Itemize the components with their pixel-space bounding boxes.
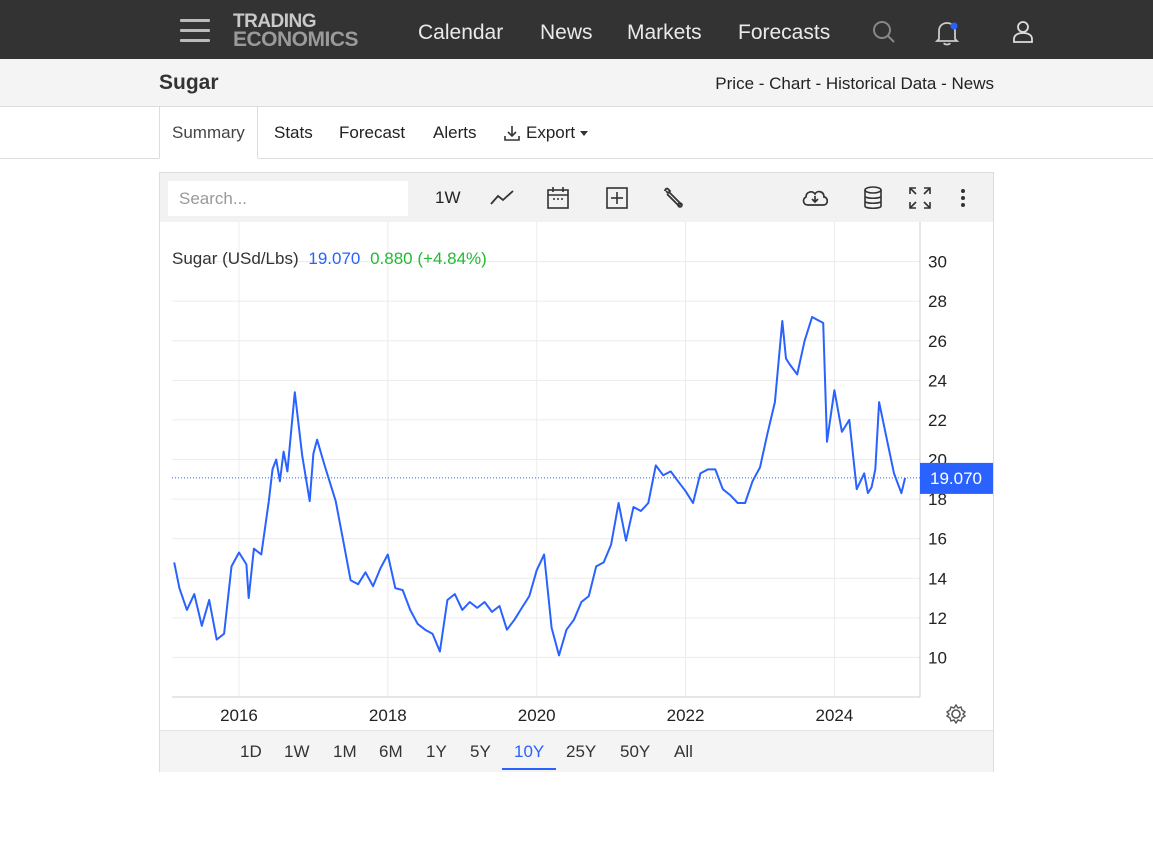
y-tick-label: 24 [928, 371, 947, 390]
x-tick-label: 2018 [369, 706, 407, 725]
legend-series-name: Sugar (USd/Lbs) [172, 249, 299, 268]
range-25y[interactable]: 25Y [566, 742, 597, 761]
last-price-label: 19.070 [930, 469, 982, 488]
more-vertical-icon[interactable] [955, 183, 971, 213]
range-5y[interactable]: 5Y [470, 742, 491, 761]
caret-down-icon [580, 131, 589, 136]
settings-gear-icon[interactable] [945, 703, 967, 725]
series-line-sugar [173, 316, 907, 657]
y-tick-label: 26 [928, 332, 947, 351]
last-price-badge: 19.070 [920, 462, 993, 494]
symbol-search-input[interactable] [168, 181, 408, 216]
logo-line2: ECONOMICS [233, 28, 359, 51]
tab-forecast[interactable]: Forecast [339, 123, 406, 142]
range-all[interactable]: All [674, 742, 693, 761]
nav-forecasts[interactable]: Forecasts [738, 21, 831, 44]
fullscreen-icon[interactable] [908, 183, 932, 213]
x-tick-label: 2020 [518, 706, 556, 725]
nav-calendar[interactable]: Calendar [418, 21, 504, 44]
x-tick-label: 2016 [220, 706, 258, 725]
y-tick-label: 14 [928, 569, 947, 588]
y-tick-label: 16 [928, 530, 947, 549]
tab-bar: Summary Stats Forecast Alerts Export [0, 107, 1153, 159]
y-tick-label: 10 [928, 648, 947, 667]
nav-markets[interactable]: Markets [627, 21, 702, 44]
download-icon [504, 126, 520, 141]
site-logo[interactable]: TRADING ECONOMICS [233, 11, 359, 51]
price-chart[interactable]: 10 12 14 16 18 20 22 24 26 28 30 2016 2018 2020 2022 20… [160, 222, 993, 730]
range-50y[interactable]: 50Y [620, 742, 651, 761]
chart-legend: Sugar (USd/Lbs) 19.070 0.880 (+4.84%) [172, 249, 487, 268]
chart-panel: 1W 10 12 14 16 18 2022 24 26 28 30 [159, 172, 994, 772]
x-tick-label: 2024 [815, 706, 853, 725]
menu-icon[interactable] [180, 19, 210, 43]
range-1w[interactable]: 1W [284, 742, 310, 761]
interval-button[interactable]: 1W [435, 188, 461, 207]
bell-icon[interactable] [934, 19, 960, 46]
y-tick-label: 18 [928, 490, 947, 509]
tab-alerts[interactable]: Alerts [433, 123, 477, 142]
crumb-sep: - [936, 74, 952, 93]
range-10y[interactable]: 10Y [502, 742, 557, 770]
crumb-news[interactable]: News [951, 74, 994, 93]
search-icon[interactable] [871, 19, 897, 45]
database-icon[interactable] [862, 183, 884, 213]
crumb-price[interactable]: Price [715, 74, 755, 93]
crumb-chart[interactable]: Chart [769, 74, 811, 93]
user-icon[interactable] [1010, 19, 1036, 45]
breadcrumb: Price - Chart - Historical Data - News [715, 74, 994, 94]
range-1d[interactable]: 1D [240, 742, 262, 761]
export-label: Export [526, 123, 576, 142]
add-compare-icon[interactable] [605, 183, 629, 213]
calendar-icon[interactable] [545, 183, 571, 213]
logo-line1: TRADING [233, 11, 317, 32]
title-bar: Sugar Price - Chart - Historical Data - … [0, 59, 1153, 107]
tab-summary[interactable]: Summary [159, 107, 258, 159]
cloud-download-icon[interactable] [800, 183, 830, 213]
legend-price: 19.070 [308, 249, 360, 268]
top-nav: TRADING ECONOMICS Calendar News Markets … [0, 0, 1153, 59]
nav-news[interactable]: News [540, 21, 593, 44]
tab-stats[interactable]: Stats [274, 123, 313, 142]
chart-toolbar: 1W [160, 173, 993, 222]
range-6m[interactable]: 6M [379, 742, 403, 761]
crumb-sep: - [754, 74, 770, 93]
x-tick-label: 2022 [667, 706, 705, 725]
range-1y[interactable]: 1Y [426, 742, 447, 761]
page-title: Sugar [159, 71, 219, 94]
y-tick-label: 12 [928, 609, 947, 628]
line-chart-icon[interactable] [488, 183, 516, 213]
range-1m[interactable]: 1M [333, 742, 357, 761]
y-tick-label: 22 [928, 411, 947, 430]
y-tick-label: 30 [928, 253, 947, 272]
range-selector: 1D 1W 1M 6M 1Y 5Y 10Y 25Y 50Y All [160, 730, 993, 772]
tab-export[interactable]: Export [502, 107, 589, 159]
legend-change: 0.880 (+4.84%) [370, 249, 487, 268]
wrench-icon[interactable] [661, 183, 685, 213]
crumb-sep: - [810, 74, 826, 93]
y-tick-label: 28 [928, 292, 947, 311]
crumb-historical-data[interactable]: Historical Data [825, 74, 937, 93]
